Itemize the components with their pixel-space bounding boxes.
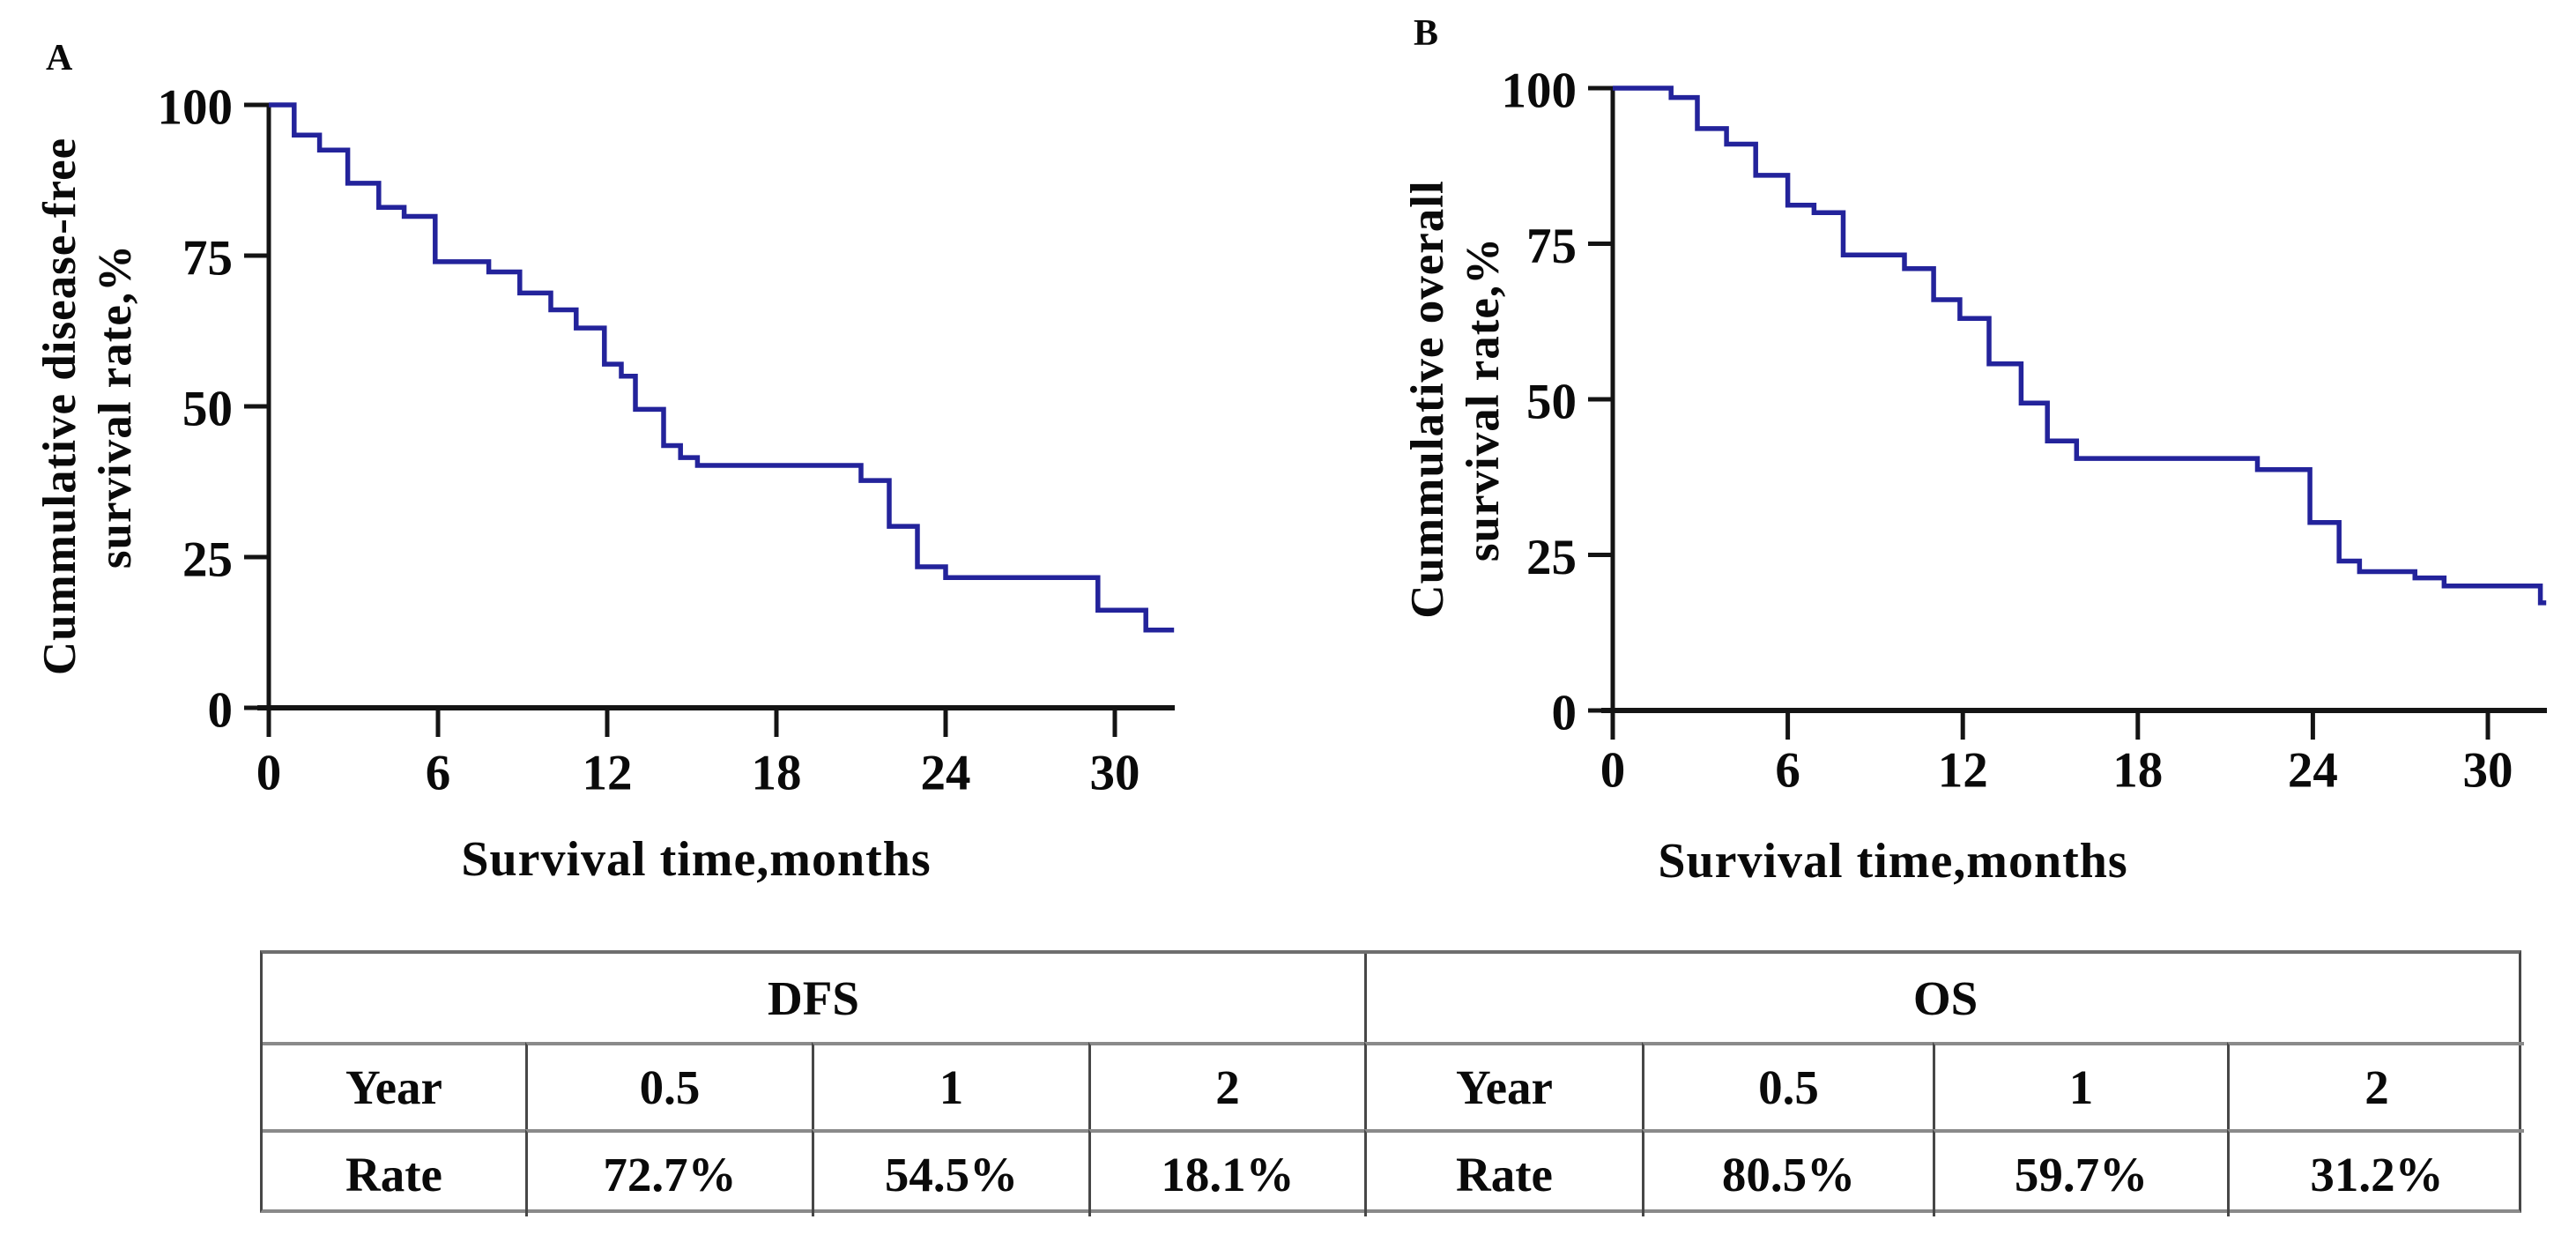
panel-a-x-axis-title: Survival time,months (461, 832, 932, 887)
table-header-dfs: DFS (768, 971, 859, 1025)
table-dfs-rate-2: 18.1% (1088, 1129, 1364, 1216)
panel-b-x-tick-label: 12 (1938, 743, 1988, 799)
table-os-rate-0.5: 80.5% (1642, 1129, 1933, 1216)
table-dfs-year-label: Year (263, 1042, 525, 1129)
panel-b-x-tick-label: 0 (1600, 743, 1626, 799)
panel-a-x-tick-label: 0 (256, 746, 282, 801)
table-os-year-label: Year (1364, 1042, 1642, 1129)
panel-b-x-tick-label: 30 (2463, 743, 2513, 799)
panel-a-y-tick-label: 50 (182, 382, 233, 437)
panel-a-x-tick-label: 18 (752, 746, 802, 801)
panel-b-x-axis-title: Survival time,months (1658, 834, 2128, 889)
table-dfs-rate-1: 54.5% (812, 1129, 1088, 1216)
panel-b-y-tick-label: 100 (1502, 63, 1578, 119)
table-dfs-rate-0.5: 72.7% (525, 1129, 812, 1216)
panel-a-y-tick-label: 25 (182, 532, 233, 588)
panel-b-y-tick-label: 0 (1552, 686, 1578, 741)
panel-b-km-curve (1613, 86, 2547, 606)
table-os-rate-1: 59.7% (1933, 1129, 2227, 1216)
panel-b-y-tick-label: 50 (1526, 375, 1577, 430)
survival-rate-table: DFS OS Year 0.5 1 2 Year 0.5 1 2 Rate 72… (260, 950, 2524, 1216)
panel-a-x-tick-label: 12 (583, 746, 633, 801)
table-os-rate-2: 31.2% (2227, 1129, 2524, 1216)
table-dfs-year-2: 2 (1088, 1042, 1364, 1129)
panel-b-x-tick-label: 18 (2112, 743, 2163, 799)
panel-b-x-tick-label: 6 (1775, 743, 1800, 799)
panel-b-x-tick-label: 24 (2288, 743, 2338, 799)
panel-a-km-curve (269, 102, 1175, 633)
table-dfs-year-0.5: 0.5 (525, 1042, 812, 1129)
table-os-year-1: 1 (1933, 1042, 2227, 1129)
panel-a-x-tick-label: 6 (426, 746, 451, 801)
panel-a-y-tick-label: 100 (158, 80, 234, 136)
panel-a-x-tick-label: 24 (921, 746, 971, 801)
panel-b-y-tick-label: 25 (1526, 530, 1577, 585)
panel-a-letter: A (46, 38, 73, 78)
table-os-rate-label: Rate (1364, 1129, 1642, 1216)
table-dfs-rate-label: Rate (263, 1129, 525, 1216)
table-header-os: OS (1364, 954, 2524, 1042)
table-dfs-year-1: 1 (812, 1042, 1088, 1129)
panel-b-y-tick-label: 75 (1526, 219, 1577, 274)
panel-a-y-tick-label: 0 (208, 683, 234, 739)
panel-a-y-tick-label: 75 (182, 231, 233, 286)
table-os-year-2: 2 (2227, 1042, 2524, 1129)
panel-a-x-tick-label: 30 (1090, 746, 1140, 801)
panel-b-letter: B (1414, 13, 1439, 54)
table-os-year-0.5: 0.5 (1642, 1042, 1933, 1129)
